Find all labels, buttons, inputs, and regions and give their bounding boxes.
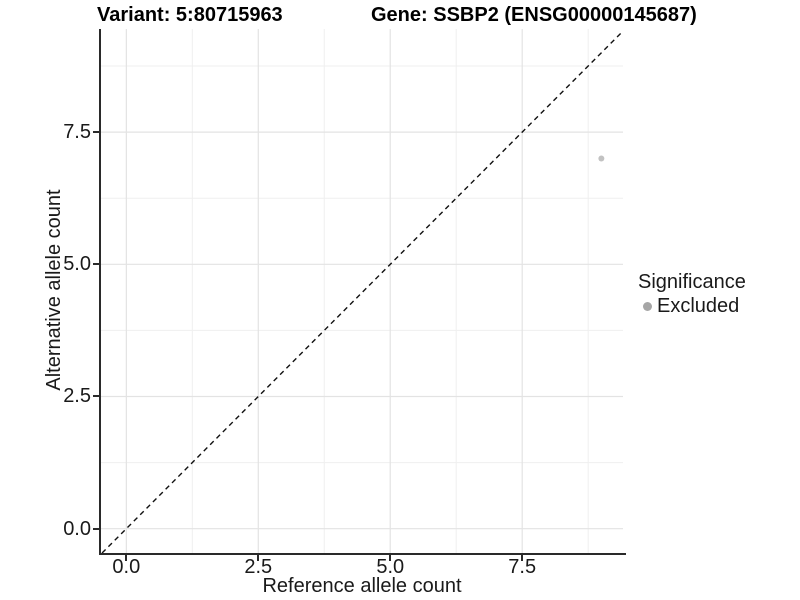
x-tick-label: 7.5 bbox=[508, 556, 537, 578]
x-axis-title: Reference allele count bbox=[262, 575, 462, 597]
variant-title: Variant: 5:80715963 bbox=[97, 4, 283, 26]
excluded-circle-marker-icon bbox=[643, 301, 652, 311]
x-tick-label: 0.0 bbox=[112, 556, 141, 578]
legend-item-label: Excluded bbox=[657, 294, 740, 317]
plot-panel bbox=[101, 29, 623, 553]
x-tick-label: 5.0 bbox=[376, 556, 405, 578]
identity-reference-line bbox=[101, 30, 623, 553]
x-tick-mark bbox=[125, 555, 128, 561]
legend-item-excluded: Excluded bbox=[638, 295, 746, 317]
x-tick-mark bbox=[521, 555, 524, 561]
x-tick-label: 2.5 bbox=[244, 556, 273, 578]
y-tick-label: 5.0 bbox=[63, 253, 91, 276]
y-tick-label: 7.5 bbox=[63, 121, 91, 144]
x-tick-mark bbox=[389, 555, 392, 561]
legend: Significance Excluded bbox=[638, 270, 746, 317]
y-tick-mark bbox=[93, 263, 99, 266]
y-tick-mark bbox=[93, 527, 99, 530]
gene-title: Gene: SSBP2 (ENSG00000145687) bbox=[371, 4, 697, 26]
x-tick-mark bbox=[257, 555, 260, 561]
y-tick-mark bbox=[93, 395, 99, 398]
x-axis-line bbox=[99, 553, 626, 555]
y-axis-line bbox=[99, 29, 101, 555]
legend-title: Significance bbox=[638, 271, 746, 293]
y-tick-mark bbox=[93, 131, 99, 134]
y-tick-label: 0.0 bbox=[63, 517, 91, 540]
y-axis-title: Alternative allele count bbox=[43, 189, 65, 391]
y-tick-label: 2.5 bbox=[63, 385, 91, 408]
data-point bbox=[598, 155, 605, 162]
